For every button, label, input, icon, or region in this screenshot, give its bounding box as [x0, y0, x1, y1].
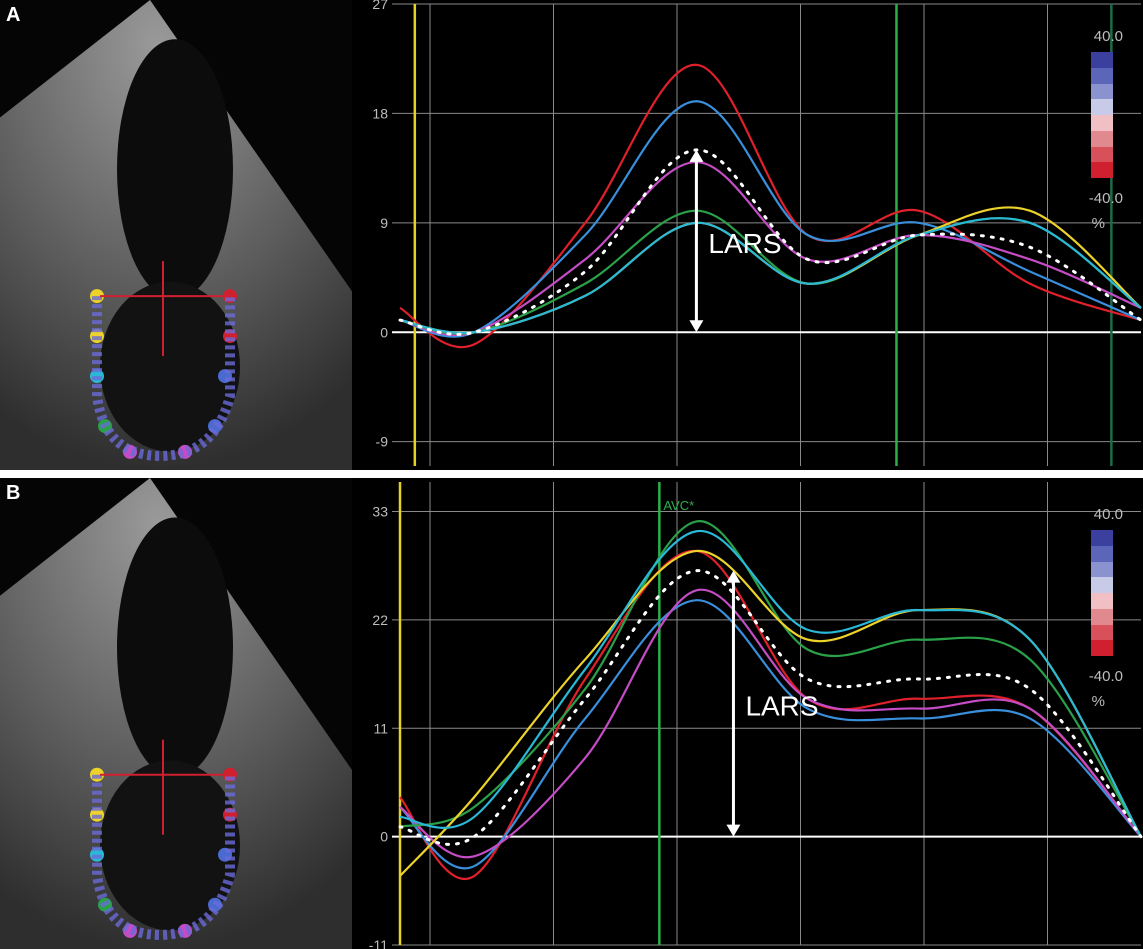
y-tick-label: 0 [380, 829, 388, 845]
strain-series-green [399, 520, 1142, 838]
y-tick-label: -9 [376, 434, 389, 450]
strain-colorbar-a [1091, 52, 1113, 178]
event-marker-label: AVC* [663, 498, 694, 513]
y-tick-label: -11 [369, 937, 388, 949]
strain-colorbar-b [1091, 530, 1113, 656]
strain-series-cyan [399, 217, 1142, 335]
scale-top-label-b: 40.0 [1093, 506, 1123, 523]
echo-image-b [0, 478, 352, 949]
strain-series-avg [398, 569, 1143, 846]
strain-chart-b: 33 22 11 0 -11 AVC* LARS [352, 478, 1143, 949]
strain-series-red [399, 63, 1142, 349]
y-tick-label: 22 [372, 612, 388, 628]
lars-annotation-label: LARS [745, 691, 818, 722]
scale-top-label-a: 40.0 [1093, 28, 1123, 45]
lars-arrow-head-top [689, 149, 704, 162]
strain-series-cyan [399, 530, 1142, 838]
echo-ultrasound-a [0, 0, 352, 470]
strain-chart-svg-b: 33 22 11 0 -11 AVC* LARS [369, 482, 1143, 949]
echo-atrium [100, 760, 240, 931]
y-tick-label: 0 [380, 324, 388, 340]
echo-image-a [0, 0, 352, 470]
scale-bottom-label-b: -40.0 [1088, 668, 1123, 685]
panel-letter-b: B [6, 482, 21, 504]
y-tick-label: 9 [380, 215, 388, 231]
echo-ultrasound-b [0, 478, 352, 949]
strain-series-blue [399, 100, 1142, 338]
scale-bottom-label-a: -40.0 [1088, 190, 1123, 207]
echo-cavity [117, 517, 233, 778]
lars-arrow-head-bottom [689, 320, 704, 333]
lars-arrow-head-top [726, 570, 741, 583]
panel-a: A 40.0 -40.0 % 27 18 9 0 -9 LARS [0, 0, 1143, 470]
panel-letter-a: A [6, 4, 21, 26]
strain-series-blue [399, 599, 1142, 870]
lars-annotation-label: LARS [708, 228, 781, 259]
panel-b: B 40.0 -40.0 % 33 22 11 0 -11 AVC* LARS [0, 478, 1143, 949]
scale-unit-label-a: % [1091, 215, 1105, 232]
strain-chart-a: 27 18 9 0 -9 LARS [352, 0, 1143, 470]
echo-cavity [117, 39, 233, 300]
lars-arrow-head-bottom [726, 824, 741, 837]
y-tick-label: 11 [373, 720, 388, 736]
y-tick-label: 27 [372, 0, 388, 12]
y-tick-label: 33 [372, 504, 388, 520]
strain-chart-svg-a: 27 18 9 0 -9 LARS [372, 0, 1143, 466]
echo-atrium [100, 281, 240, 452]
strain-series-magenta [399, 160, 1142, 337]
y-tick-label: 18 [372, 105, 388, 121]
scale-unit-label-b: % [1091, 693, 1105, 710]
strain-series-magenta [399, 588, 1142, 859]
